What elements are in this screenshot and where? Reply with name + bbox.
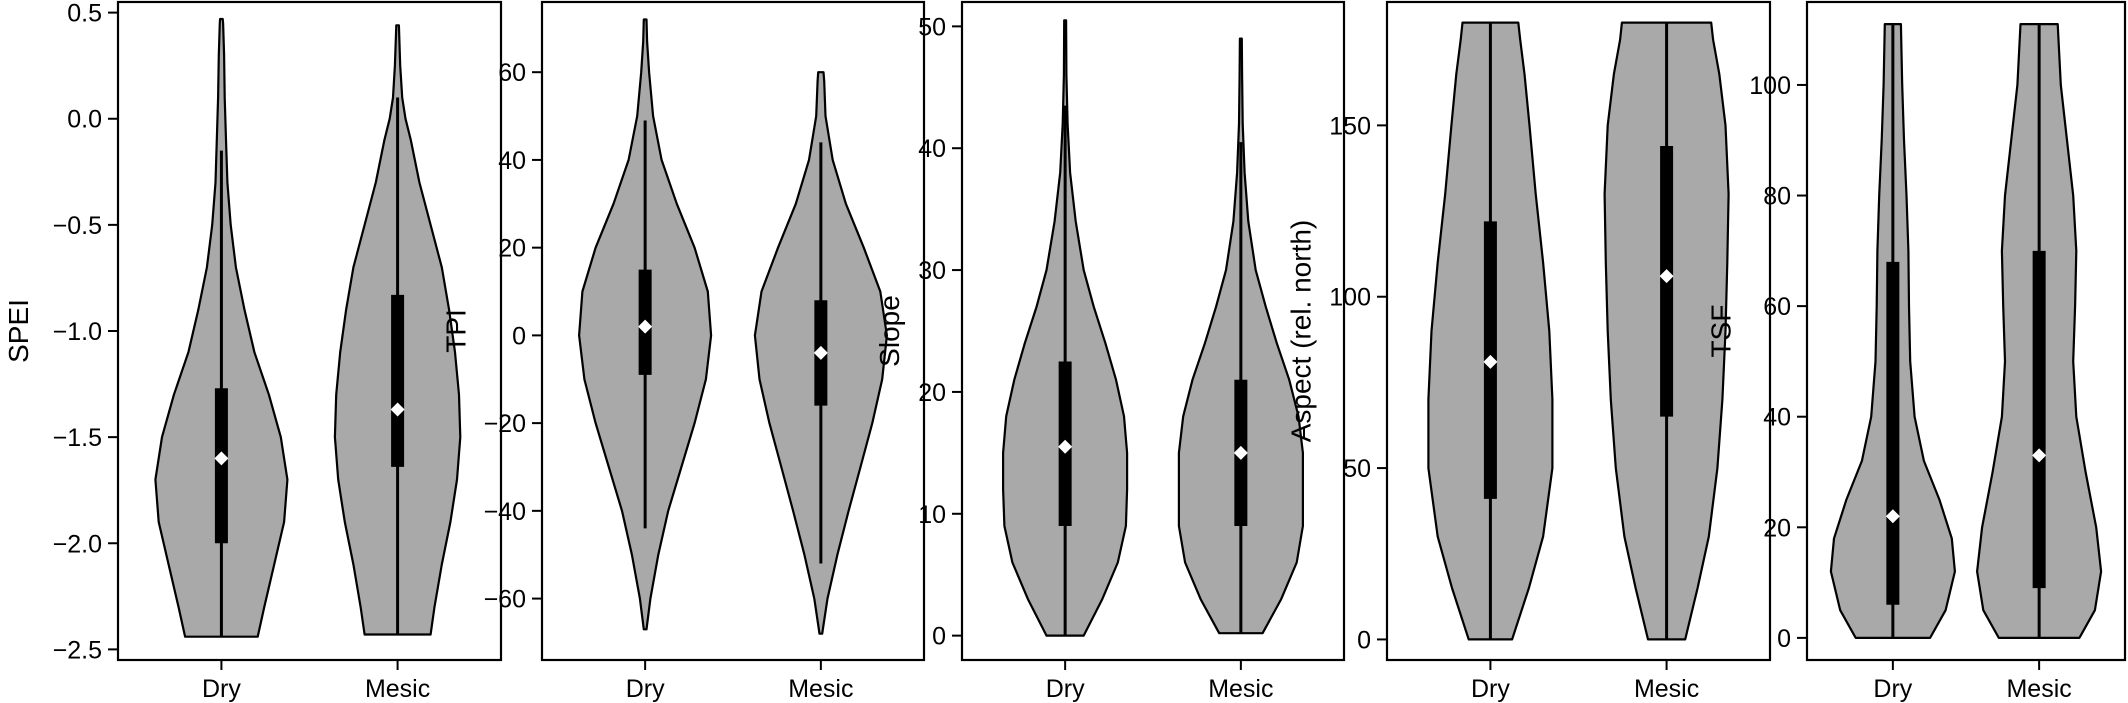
y-tick-label: 50 bbox=[918, 13, 946, 41]
median-marker-dry bbox=[1483, 354, 1498, 369]
y-tick-label: 60 bbox=[1763, 293, 1791, 321]
median-marker-mesic bbox=[813, 345, 828, 360]
x-tick-label: Dry bbox=[202, 675, 241, 703]
x-tick-label: Mesic bbox=[365, 675, 430, 703]
x-tick-label: Dry bbox=[626, 675, 665, 703]
plot-frame bbox=[1385, 0, 1772, 662]
panel-4: 0 20 40 60 80 100 Dry Mesic TSF bbox=[1706, 0, 2127, 703]
y-tick-label: 50 bbox=[1343, 455, 1371, 483]
median-marker-dry bbox=[638, 319, 653, 334]
y-tick-label: −1.0 bbox=[53, 318, 102, 346]
y-tick-label: 40 bbox=[918, 135, 946, 163]
y-axis-label: TSF bbox=[1706, 305, 1737, 358]
median-marker-mesic bbox=[2032, 448, 2047, 463]
y-tick-label: 40 bbox=[498, 147, 526, 175]
median-marker-mesic bbox=[390, 402, 405, 417]
median-marker-dry bbox=[214, 451, 229, 466]
panel-3: 0 50 100 150 Dry Mesic Aspect (rel. north) bbox=[1286, 0, 1772, 703]
y-tick-label: 20 bbox=[498, 235, 526, 263]
y-tick-label: −1.5 bbox=[53, 424, 102, 452]
y-axis-label: TPI bbox=[441, 309, 472, 353]
x-tick-label: Mesic bbox=[2006, 675, 2071, 703]
median-marker-dry bbox=[1058, 439, 1073, 454]
plot-frame bbox=[540, 0, 926, 662]
y-tick-label: 0.0 bbox=[67, 106, 102, 134]
y-tick-label: −0.5 bbox=[53, 212, 102, 240]
y-tick-label: −2.0 bbox=[53, 530, 102, 558]
median-marker-mesic bbox=[1659, 269, 1674, 284]
y-tick-label: −60 bbox=[484, 586, 526, 614]
x-tick-label: Dry bbox=[1873, 675, 1912, 703]
y-tick-label: 100 bbox=[1329, 284, 1371, 312]
plot-frame bbox=[960, 0, 1346, 662]
y-tick-label: 100 bbox=[1749, 72, 1791, 100]
y-tick-label: 30 bbox=[918, 257, 946, 285]
panel-1: −60 −40 −20 0 20 40 60 Dry Mesic TPI bbox=[441, 0, 926, 703]
panel-0: −2.5 −2.0 −1.5 −1.0 −0.5 0.0 0.5 Dry Mesic SPEI bbox=[3, 0, 503, 703]
y-tick-label: 0 bbox=[932, 623, 946, 651]
y-tick-label: 10 bbox=[918, 501, 946, 529]
x-tick-label: Dry bbox=[1471, 675, 1510, 703]
x-tick-label: Dry bbox=[1046, 675, 1085, 703]
y-axis-label: Aspect (rel. north) bbox=[1286, 220, 1317, 443]
y-tick-label: 40 bbox=[1763, 404, 1791, 432]
y-axis-label: SPEI bbox=[3, 299, 34, 363]
x-tick-label: Mesic bbox=[1208, 675, 1273, 703]
x-tick-label: Mesic bbox=[1634, 675, 1699, 703]
median-marker-mesic bbox=[1233, 445, 1248, 460]
y-tick-label: 60 bbox=[498, 59, 526, 87]
y-tick-label: −2.5 bbox=[53, 636, 102, 664]
y-tick-label: 0 bbox=[1357, 626, 1371, 654]
y-tick-label: 20 bbox=[1763, 514, 1791, 542]
y-axis-label: Slope bbox=[874, 295, 905, 367]
y-tick-label: 0 bbox=[512, 322, 526, 350]
y-tick-label: −40 bbox=[484, 498, 526, 526]
x-tick-label: Mesic bbox=[788, 675, 853, 703]
y-tick-label: 20 bbox=[918, 379, 946, 407]
panel-2: 0 10 20 30 40 50 Dry Mesic Slope bbox=[874, 0, 1346, 703]
plot-frame bbox=[1805, 0, 2127, 662]
median-marker-dry bbox=[1885, 509, 1900, 524]
y-tick-label: −20 bbox=[484, 410, 526, 438]
y-tick-label: 80 bbox=[1763, 183, 1791, 211]
y-tick-label: 0.5 bbox=[67, 0, 102, 28]
y-tick-label: 150 bbox=[1329, 112, 1371, 140]
y-tick-label: 0 bbox=[1777, 625, 1791, 653]
